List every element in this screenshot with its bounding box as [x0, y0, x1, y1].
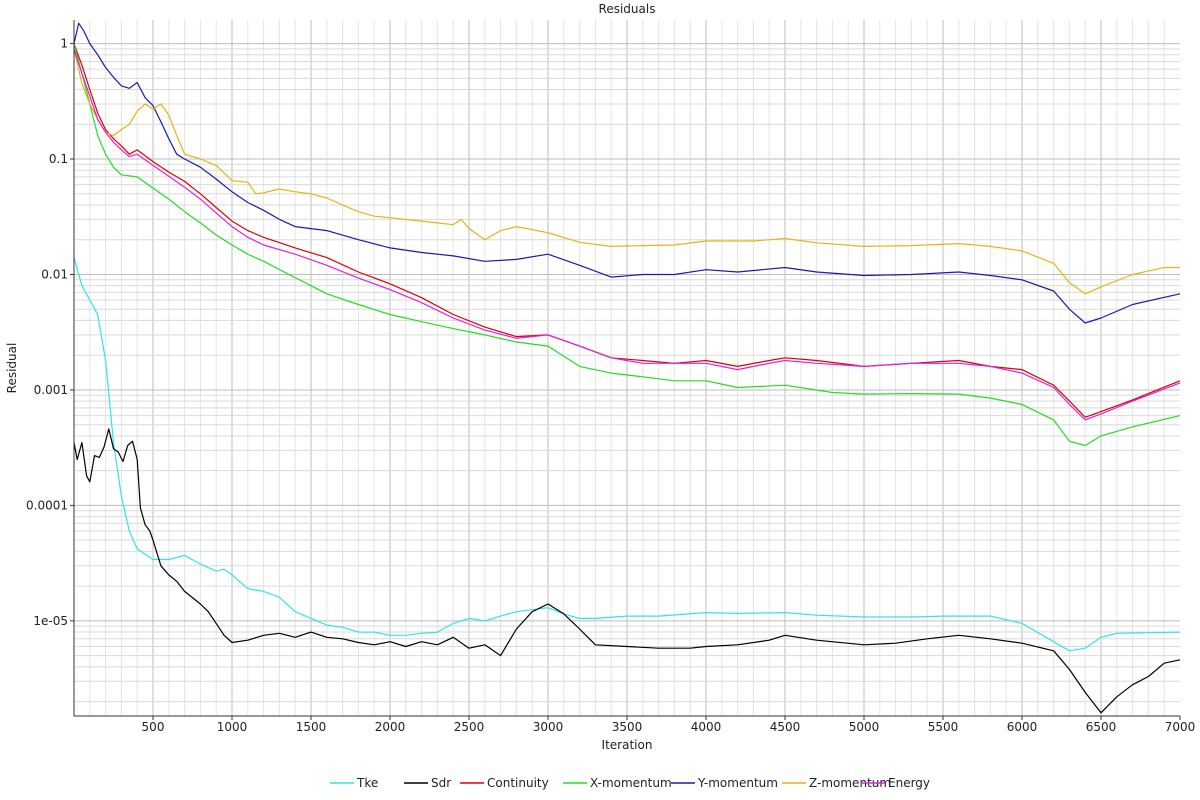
y-tick-label: 1e-05	[33, 614, 68, 628]
chart-title: Residuals	[599, 2, 656, 16]
series-line-x-momentum	[73, 43, 1181, 447]
x-tick-label: 7000	[1165, 720, 1196, 734]
series-line-y-momentum	[73, 22, 1181, 324]
series-line-sdr	[73, 428, 1181, 714]
x-tick-label: 2000	[375, 720, 406, 734]
x-tick-label: 4000	[691, 720, 722, 734]
series-line-z-momentum	[73, 48, 1180, 295]
series-line-energy	[73, 48, 1181, 421]
y-tick-layer: 1 0.1 0.01 0.001 0.0001 1e-05	[26, 37, 74, 628]
x-tick-label: 2500	[454, 720, 485, 734]
series-layer	[73, 22, 1181, 714]
x-tick-label: 3000	[533, 720, 564, 734]
legend-label-continuity: Continuity	[487, 776, 549, 790]
y-tick-label: 1	[60, 37, 68, 51]
y-tick-label: 0.1	[49, 152, 68, 166]
x-tick-label: 3500	[612, 720, 643, 734]
legend-label-energy: Energy	[888, 776, 930, 790]
legend-label-x-momentum: X-momentum	[590, 776, 672, 790]
x-tick-label: 500	[142, 720, 165, 734]
y-axis-title: Residual	[5, 343, 19, 394]
x-tick-label: 1000	[217, 720, 248, 734]
legend-label-z-momentum: Z-momentum	[809, 776, 891, 790]
x-tick-label: 5000	[849, 720, 880, 734]
y-tick-label: 0.001	[34, 383, 68, 397]
legend-label-tke: Tke	[356, 776, 378, 790]
y-tick-label: 0.0001	[26, 498, 68, 512]
x-tick-label: 5500	[928, 720, 959, 734]
x-tick-label: 1500	[296, 720, 327, 734]
y-tick-label: 0.01	[41, 267, 68, 281]
x-tick-label: 4500	[770, 720, 801, 734]
x-tick-layer: 500 1000 1500 2000 2500 3000 3500 4000 4500 5000 5…	[142, 716, 1196, 734]
series-line-continuity	[73, 43, 1181, 418]
legend-label-sdr: Sdr	[431, 776, 451, 790]
x-tick-label: 6000	[1007, 720, 1038, 734]
series-line-tke	[73, 257, 1181, 652]
grid-layer	[74, 20, 1180, 716]
legend: Tke Sdr Continuity X-momentum Y-momentum Z-mo…	[330, 776, 930, 790]
x-tick-label: 6500	[1086, 720, 1117, 734]
legend-label-y-momentum: Y-momentum	[697, 776, 778, 790]
x-axis-title: Iteration	[602, 738, 653, 752]
